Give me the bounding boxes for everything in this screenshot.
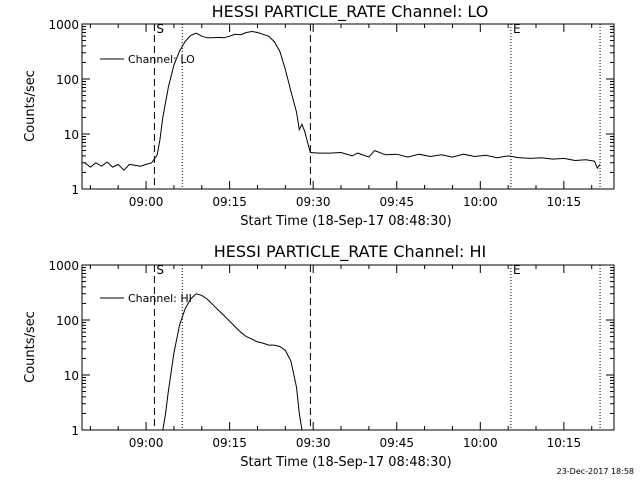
y-tick-label: 100 <box>56 314 79 328</box>
time-marker-label: S <box>156 22 164 36</box>
panel-hi-series-line <box>162 293 303 431</box>
x-tick-label: 09:00 <box>129 195 164 209</box>
panel-hi-legend: Channel: HI <box>100 292 192 305</box>
x-tick-label: 09:30 <box>296 195 331 209</box>
x-tick-label: 10:15 <box>547 436 582 450</box>
time-marker-label: E <box>513 22 521 36</box>
panel-lo-legend-label: Channel: LO <box>128 53 195 66</box>
panel-lo-ticks: 09:00 09:15 09:30 09:45 10:00 10:15 1 10 100 1000 <box>48 18 614 209</box>
time-marker-label: E <box>513 263 521 277</box>
y-tick-label: 10 <box>64 369 79 383</box>
x-tick-label: 09:45 <box>379 195 414 209</box>
panel-lo-legend: Channel: LO <box>100 53 195 66</box>
x-tick-label: 09:30 <box>296 436 331 450</box>
y-tick-label: 100 <box>56 73 79 87</box>
x-tick-label: 10:00 <box>463 195 498 209</box>
x-tick-label: 10:15 <box>547 195 582 209</box>
panel-hi-legend-label: Channel: HI <box>128 292 192 305</box>
y-tick-label: 1000 <box>48 259 79 273</box>
panel-lo-series-line <box>84 30 601 171</box>
x-tick-label: 09:15 <box>212 436 247 450</box>
y-tick-label: 1 <box>71 424 79 438</box>
x-tick-label: 09:00 <box>129 436 164 450</box>
panel-hi-ticks: 09:00 09:15 09:30 09:45 10:00 10:15 1 10 100 1000 <box>48 259 614 450</box>
y-tick-label: 1 <box>71 183 79 197</box>
panel-lo-title: HESSI PARTICLE_RATE Channel: LO <box>212 2 489 22</box>
panel-hi: HESSI PARTICLE_RATE Channel: HI 09:00 09:… <box>23 242 615 470</box>
panel-hi-x-axis-label: Start Time (18-Sep-17 08:48:30) <box>240 455 451 470</box>
panel-hi-frame <box>81 264 615 431</box>
y-tick-label: 10 <box>64 128 79 142</box>
panel-hi-title: HESSI PARTICLE_RATE Channel: HI <box>214 242 487 262</box>
x-tick-label: 09:45 <box>379 436 414 450</box>
time-marker-label: S <box>156 263 164 277</box>
panel-hi-y-axis-label: Counts/sec <box>23 311 38 383</box>
panel-lo-x-axis-label: Start Time (18-Sep-17 08:48:30) <box>240 214 451 229</box>
panel-lo-y-axis-label: Counts/sec <box>23 70 38 142</box>
panel-lo: HESSI PARTICLE_RATE Channel: LO 09:00 09:… <box>23 2 615 229</box>
panel-lo-frame <box>81 23 615 190</box>
x-tick-label: 10:00 <box>463 436 498 450</box>
timestamp-stamp: 23-Dec-2017 18:58 <box>556 467 634 476</box>
x-tick-label: 09:15 <box>212 195 247 209</box>
y-tick-label: 1000 <box>48 18 79 32</box>
